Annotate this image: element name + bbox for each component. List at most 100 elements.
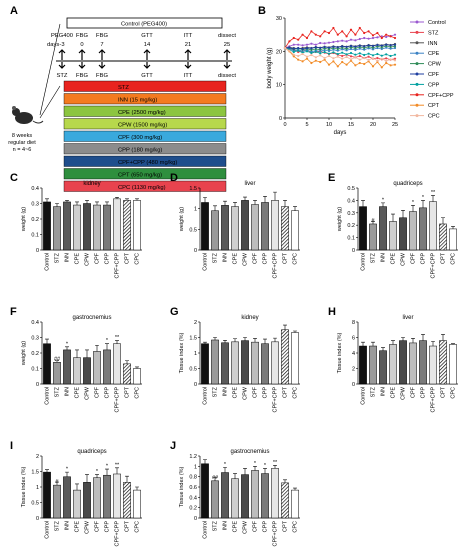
error-bar xyxy=(243,196,247,201)
b-data-point xyxy=(385,53,388,56)
bar-y-tick-label: 8 xyxy=(352,320,355,326)
b-legend-marker xyxy=(415,41,419,45)
bar-y-tick-label: 1 xyxy=(194,207,197,213)
bottom-event-label: FBG xyxy=(96,73,108,79)
bar-category-label: CPW xyxy=(243,252,249,266)
bar xyxy=(73,357,81,385)
b-data-point xyxy=(358,61,361,65)
b-data-point xyxy=(358,47,361,50)
top-event-label: ITT xyxy=(184,33,193,39)
b-data-point xyxy=(380,44,383,47)
panel-b-label: B xyxy=(258,5,266,17)
bar-category-label: CPP xyxy=(263,253,269,265)
day-label: 25 xyxy=(224,42,230,48)
bar-y-tick-label: 0.4 xyxy=(31,186,39,192)
b-data-point xyxy=(319,41,322,45)
b-data-point xyxy=(363,45,366,48)
bar xyxy=(93,477,101,519)
b-data-point xyxy=(332,57,335,60)
bar xyxy=(221,205,229,251)
b-data-point xyxy=(393,53,397,56)
b-data-point xyxy=(336,33,339,36)
b-data-point xyxy=(367,52,370,55)
b-data-point xyxy=(341,57,344,60)
bar xyxy=(123,482,131,519)
bar-category-label: Control xyxy=(45,253,51,271)
error-bar xyxy=(55,203,59,207)
bar-category-label: CPF+CPP xyxy=(115,387,121,413)
bar-category-label: Control xyxy=(361,253,367,271)
bar xyxy=(103,349,111,385)
significance-marker: * xyxy=(412,200,415,206)
bar xyxy=(93,204,101,251)
b-data-point xyxy=(376,43,379,47)
bar-category-label: Control xyxy=(203,253,209,271)
b-data-point xyxy=(314,46,317,49)
b-data-point xyxy=(305,46,309,50)
bar-category-label: CPF xyxy=(253,252,259,264)
b-data-point xyxy=(319,52,322,55)
b-data-point xyxy=(341,45,344,48)
day-label: 21 xyxy=(185,42,191,48)
bar xyxy=(113,198,121,251)
b-legend-marker xyxy=(415,30,419,34)
b-data-point xyxy=(301,44,304,47)
bar xyxy=(449,228,457,251)
b-legend-label: Control xyxy=(428,20,446,26)
error-bar xyxy=(361,200,365,207)
significance-marker: ** xyxy=(115,335,120,341)
b-data-point xyxy=(341,30,344,33)
error-bar xyxy=(451,343,455,345)
b-data-point xyxy=(297,38,300,41)
bar-y-tick-label: 4 xyxy=(352,351,355,357)
bar-category-label: CPW xyxy=(85,386,91,400)
b-data-point xyxy=(323,30,326,33)
significance-marker: * xyxy=(224,462,227,468)
bar-category-label: CPT xyxy=(441,386,447,398)
bar-category-label: CPF xyxy=(411,386,417,398)
b-data-point xyxy=(292,53,295,56)
b-data-point xyxy=(389,44,392,47)
b-data-point xyxy=(297,43,300,46)
b-data-point xyxy=(371,34,375,37)
b-data-point xyxy=(327,41,331,44)
bar-y-tick-label: 0 xyxy=(194,382,197,388)
b-data-point xyxy=(327,54,331,58)
b-data-point xyxy=(327,48,331,51)
bar-category-label: CPW xyxy=(401,386,407,400)
bar-category-label: CPP xyxy=(105,253,111,265)
bar-y-tick-label: 1.5 xyxy=(189,336,197,342)
b-data-point xyxy=(323,48,326,52)
bar xyxy=(389,221,397,251)
arrow-down-icon xyxy=(143,62,151,69)
bar-category-label: INN xyxy=(65,521,71,531)
b-data-point xyxy=(336,47,339,51)
error-bar xyxy=(125,198,129,201)
error-bar xyxy=(213,477,217,481)
bar-y-tick-label: 0.2 xyxy=(189,506,197,512)
bar xyxy=(281,206,289,251)
error-bar xyxy=(273,337,277,342)
bar-y-tick-label: 0.4 xyxy=(189,495,197,501)
error-bar xyxy=(253,200,257,205)
b-legend-label: CPC xyxy=(428,114,440,120)
day-label: 14 xyxy=(144,42,151,48)
bar-y-tick-label: 1 xyxy=(194,351,197,357)
b-data-point xyxy=(358,54,361,58)
bar xyxy=(419,340,427,385)
b-data-point xyxy=(349,58,353,61)
b-data-point xyxy=(345,49,348,52)
b-data-point xyxy=(367,37,370,40)
error-bar xyxy=(75,349,79,358)
bar xyxy=(369,223,377,251)
b-data-point xyxy=(297,46,300,50)
error-bar xyxy=(243,468,247,475)
b-data-point xyxy=(389,54,392,58)
b-data-point xyxy=(380,54,383,57)
b-data-point xyxy=(323,58,326,61)
bar-category-label: CPT xyxy=(283,386,289,398)
error-bar xyxy=(421,200,425,208)
bar-chart-title: gastrocnemius xyxy=(72,315,111,321)
